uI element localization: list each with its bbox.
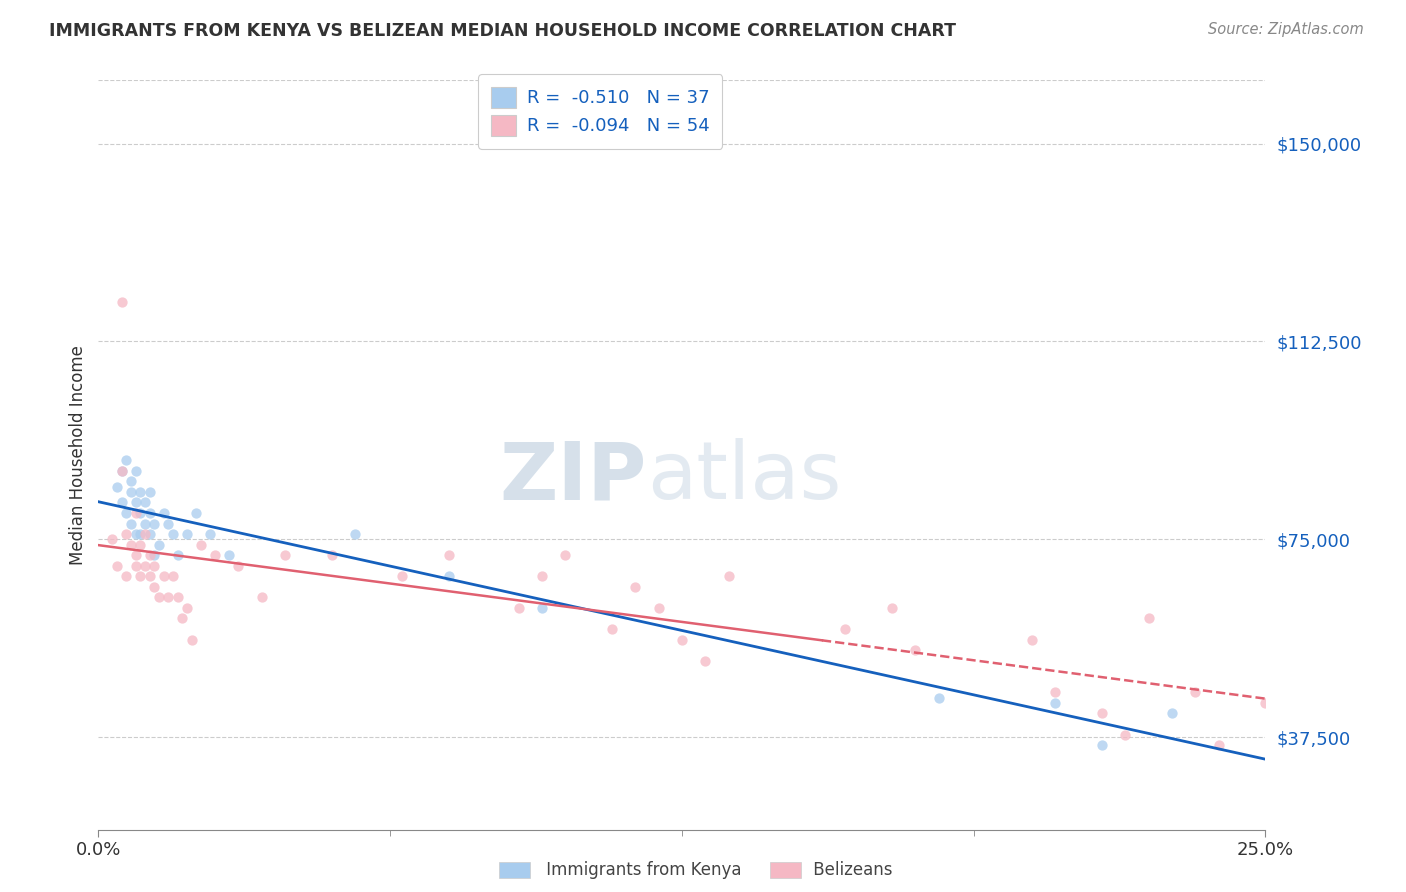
Point — [162, 527, 184, 541]
Point — [250, 591, 273, 605]
Point — [162, 569, 184, 583]
Point — [1137, 611, 1160, 625]
Point — [115, 527, 138, 541]
Point — [274, 548, 297, 562]
Point — [166, 591, 188, 605]
Point — [200, 527, 222, 541]
Point — [120, 516, 142, 531]
Point — [129, 527, 152, 541]
Point — [190, 538, 212, 552]
Text: Immigrants from Kenya: Immigrants from Kenya — [541, 861, 742, 879]
Point — [125, 464, 148, 478]
Text: ZIP: ZIP — [499, 438, 647, 516]
Point — [600, 622, 623, 636]
Point — [647, 601, 669, 615]
Point — [437, 569, 460, 583]
Point — [101, 533, 124, 547]
Point — [139, 527, 162, 541]
Point — [111, 464, 134, 478]
Point — [172, 611, 194, 625]
Y-axis label: Median Household Income: Median Household Income — [69, 345, 87, 565]
Point — [115, 569, 138, 583]
Point — [111, 495, 134, 509]
Point — [1045, 696, 1067, 710]
Point — [134, 527, 156, 541]
Point — [125, 558, 148, 573]
Point — [204, 548, 226, 562]
Point — [139, 506, 162, 520]
Point — [111, 464, 134, 478]
Point — [105, 479, 128, 493]
Point — [218, 548, 240, 562]
Point — [120, 475, 142, 489]
Point — [143, 580, 166, 594]
Point — [157, 591, 180, 605]
Point — [111, 294, 134, 309]
Text: IMMIGRANTS FROM KENYA VS BELIZEAN MEDIAN HOUSEHOLD INCOME CORRELATION CHART: IMMIGRANTS FROM KENYA VS BELIZEAN MEDIAN… — [49, 22, 956, 40]
Point — [530, 569, 553, 583]
Point — [1254, 696, 1277, 710]
Point — [125, 506, 148, 520]
Point — [186, 506, 208, 520]
Point — [143, 516, 166, 531]
Text: Belizeans: Belizeans — [808, 861, 893, 879]
Text: atlas: atlas — [647, 438, 841, 516]
Point — [1114, 728, 1136, 742]
Point — [125, 548, 148, 562]
Point — [176, 601, 198, 615]
Point — [391, 569, 413, 583]
Point — [1091, 738, 1114, 752]
Point — [143, 558, 166, 573]
Point — [134, 558, 156, 573]
Point — [125, 527, 148, 541]
Point — [148, 591, 170, 605]
Point — [671, 632, 693, 647]
Point — [134, 495, 156, 509]
Point — [129, 538, 152, 552]
Point — [717, 569, 740, 583]
Point — [125, 495, 148, 509]
Point — [148, 538, 170, 552]
Point — [554, 548, 576, 562]
Point — [176, 527, 198, 541]
Point — [139, 484, 162, 499]
Text: Source: ZipAtlas.com: Source: ZipAtlas.com — [1208, 22, 1364, 37]
Point — [508, 601, 530, 615]
Point — [321, 548, 343, 562]
Point — [115, 453, 138, 467]
Point — [834, 622, 856, 636]
Point — [129, 506, 152, 520]
Point — [880, 601, 903, 615]
Point — [1184, 685, 1206, 699]
Point — [1091, 706, 1114, 721]
Point — [695, 654, 717, 668]
Point — [134, 516, 156, 531]
Point — [1045, 685, 1067, 699]
Point — [152, 569, 174, 583]
Point — [344, 527, 367, 541]
Point — [1208, 738, 1230, 752]
Point — [105, 558, 128, 573]
Point — [139, 548, 162, 562]
Point — [157, 516, 180, 531]
Point — [1021, 632, 1043, 647]
Point — [166, 548, 188, 562]
Point — [180, 632, 202, 647]
Point — [904, 643, 927, 657]
Point — [624, 580, 647, 594]
Point — [228, 558, 250, 573]
Point — [129, 484, 152, 499]
Legend: R =  -0.510   N = 37, R =  -0.094   N = 54: R = -0.510 N = 37, R = -0.094 N = 54 — [478, 74, 723, 149]
Point — [143, 548, 166, 562]
Point — [530, 601, 553, 615]
Point — [120, 538, 142, 552]
Point — [139, 569, 162, 583]
Point — [129, 569, 152, 583]
Point — [437, 548, 460, 562]
Point — [152, 506, 174, 520]
Point — [928, 690, 950, 705]
Point — [120, 484, 142, 499]
Point — [1161, 706, 1184, 721]
Point — [115, 506, 138, 520]
